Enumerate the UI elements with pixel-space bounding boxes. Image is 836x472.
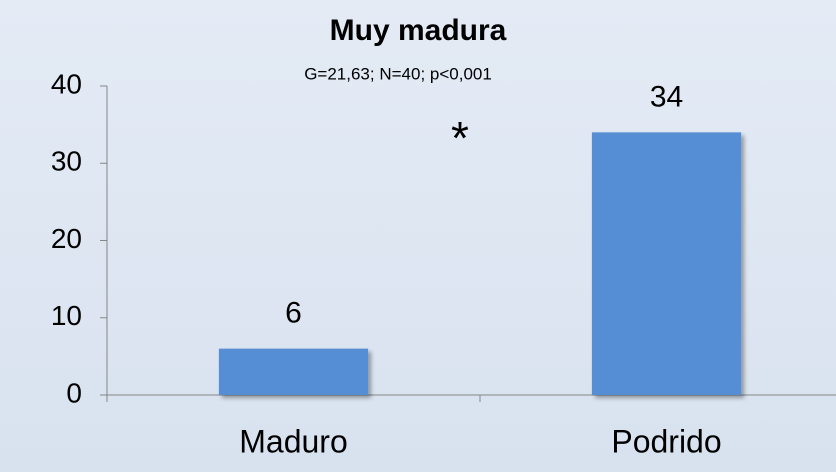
x-tick-label: Podrido — [611, 423, 721, 459]
y-tick-label: 0 — [66, 377, 82, 408]
y-tick-label: 40 — [51, 68, 82, 99]
y-tick-label: 30 — [51, 146, 82, 177]
significance-marker: * — [451, 112, 469, 164]
bar — [591, 132, 742, 395]
value-label: 34 — [650, 80, 683, 113]
x-tick-label: Maduro — [239, 423, 348, 459]
bar — [218, 348, 369, 395]
y-tick-label: 10 — [51, 300, 82, 331]
chart-title: Muy madura — [330, 14, 507, 47]
chart-subtitle: G=21,63; N=40; p<0,001 — [304, 64, 492, 83]
value-label: 6 — [285, 297, 302, 330]
y-tick-label: 20 — [51, 223, 82, 254]
